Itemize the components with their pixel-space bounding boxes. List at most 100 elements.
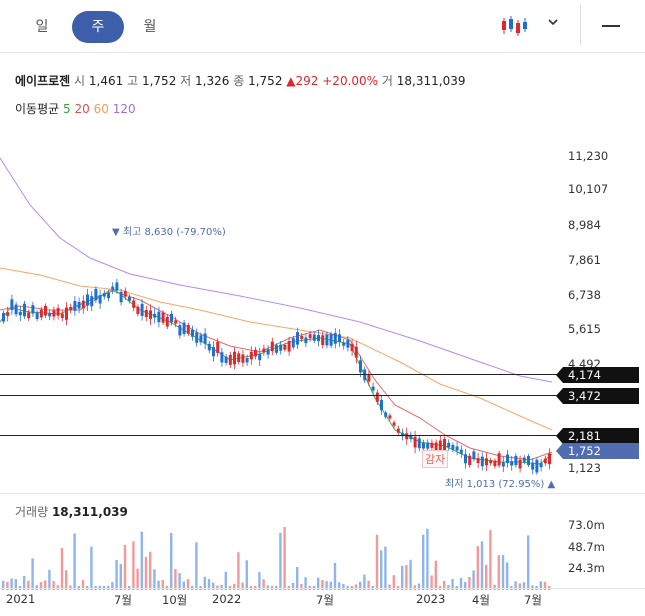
candle-body	[254, 349, 257, 357]
candle-body	[291, 338, 295, 348]
capital-reduction-badge[interactable]: 감자	[422, 450, 449, 468]
volume-tick: 24.3m	[568, 561, 605, 575]
volume-bar	[531, 585, 534, 590]
candle-body	[493, 460, 497, 467]
volume-bar	[203, 576, 206, 590]
volume-bar	[132, 541, 135, 590]
price-chart[interactable]	[0, 140, 558, 480]
candle-body	[2, 312, 5, 322]
candle-body	[128, 296, 131, 301]
volume-bar	[39, 582, 43, 590]
candle-body	[380, 400, 383, 411]
x-tick: 4월	[472, 593, 490, 607]
candle-body	[531, 462, 535, 470]
candle-body	[77, 302, 81, 309]
volume-bar	[161, 579, 164, 590]
candle-body	[388, 415, 392, 419]
tab-day[interactable]: 일	[35, 19, 49, 35]
candle-body	[102, 293, 106, 297]
volume-bar	[312, 585, 316, 590]
volume-bar	[480, 541, 484, 590]
candle-body	[31, 305, 35, 314]
volume-bar	[6, 581, 9, 590]
candle-body	[132, 300, 136, 308]
tab-week[interactable]: 주	[72, 11, 124, 43]
ma-120: 120	[112, 102, 136, 116]
candle-body	[459, 449, 463, 454]
volume-bar	[224, 571, 227, 590]
volume-bar	[363, 574, 366, 590]
candle-body	[371, 386, 375, 391]
candle-body	[69, 306, 73, 311]
stock-summary: 에이프로젠 시 1,461 고 1,752 저 1,326 종 1,752 ▲2…	[15, 72, 465, 89]
candle-body	[233, 351, 236, 365]
volume-chart[interactable]	[0, 520, 558, 590]
x-tick: 7월	[524, 593, 542, 607]
volume-bar	[287, 585, 290, 590]
high-annotation: ▼ 최고 8,630 (-79.70%)	[112, 227, 226, 238]
volume-bar	[170, 532, 173, 590]
candle-body	[199, 335, 203, 343]
volume-bar	[506, 562, 509, 590]
volume-bar	[375, 534, 379, 590]
candle-body	[325, 334, 329, 346]
volume-bar	[497, 555, 500, 590]
candle-body	[514, 455, 518, 466]
price-tag: 2,181	[556, 428, 639, 444]
volume-bar	[123, 544, 127, 590]
high-label: 고	[127, 74, 139, 88]
tab-month[interactable]: 월	[143, 19, 157, 35]
volume-bar	[275, 585, 278, 590]
y-tick: 10,107	[568, 182, 609, 196]
divider	[0, 588, 645, 589]
candle-body	[86, 294, 89, 306]
candle-body	[417, 438, 421, 449]
candle-body	[338, 334, 341, 342]
candlestick-chart-icon[interactable]	[500, 14, 528, 38]
low-annotation: 최저 1,013 (72.95%) ▲	[445, 479, 556, 490]
volume-bar	[464, 582, 467, 590]
volume-bar	[144, 556, 148, 590]
candle-body	[430, 442, 434, 448]
y-tick: 1,123	[568, 461, 601, 475]
candle-body	[186, 325, 190, 334]
volume-bar	[548, 585, 551, 590]
candle-body	[405, 433, 409, 440]
volume-bar	[207, 578, 211, 590]
volume-bar	[308, 585, 311, 590]
open-value: 1,461	[88, 74, 124, 88]
volume-bar	[329, 581, 332, 590]
candle-body	[287, 341, 291, 352]
candle-body	[485, 458, 488, 466]
volume-bar	[405, 565, 408, 590]
volume-bar	[228, 585, 232, 590]
candle-body	[548, 453, 551, 465]
candle-body	[216, 341, 220, 354]
candle-body	[237, 353, 241, 363]
volume-bar	[333, 562, 337, 590]
chevron-down-icon[interactable]	[546, 14, 560, 28]
volume-bar	[447, 585, 450, 590]
candle-body	[422, 442, 425, 449]
candle-body	[329, 334, 333, 346]
volume-bar	[69, 585, 72, 590]
candle-body	[165, 316, 169, 327]
candle-body	[455, 446, 459, 451]
x-tick: 2022	[212, 592, 242, 606]
volume-bar	[90, 546, 93, 590]
candle-body	[94, 288, 98, 301]
volume-bar	[417, 583, 421, 590]
volume-bar	[325, 581, 328, 590]
volume-bar	[338, 582, 341, 590]
volume-bar	[543, 581, 547, 590]
menu-icon[interactable]	[602, 25, 620, 27]
volume-bar	[60, 548, 64, 590]
candle-body	[350, 343, 354, 352]
candle-body	[27, 312, 31, 319]
candle-body	[480, 456, 484, 467]
volume-bar	[384, 546, 387, 590]
candle-body	[392, 422, 396, 426]
stock-name: 에이프로젠	[15, 74, 71, 88]
volume-bar	[115, 560, 118, 590]
volume-bar	[220, 584, 223, 590]
